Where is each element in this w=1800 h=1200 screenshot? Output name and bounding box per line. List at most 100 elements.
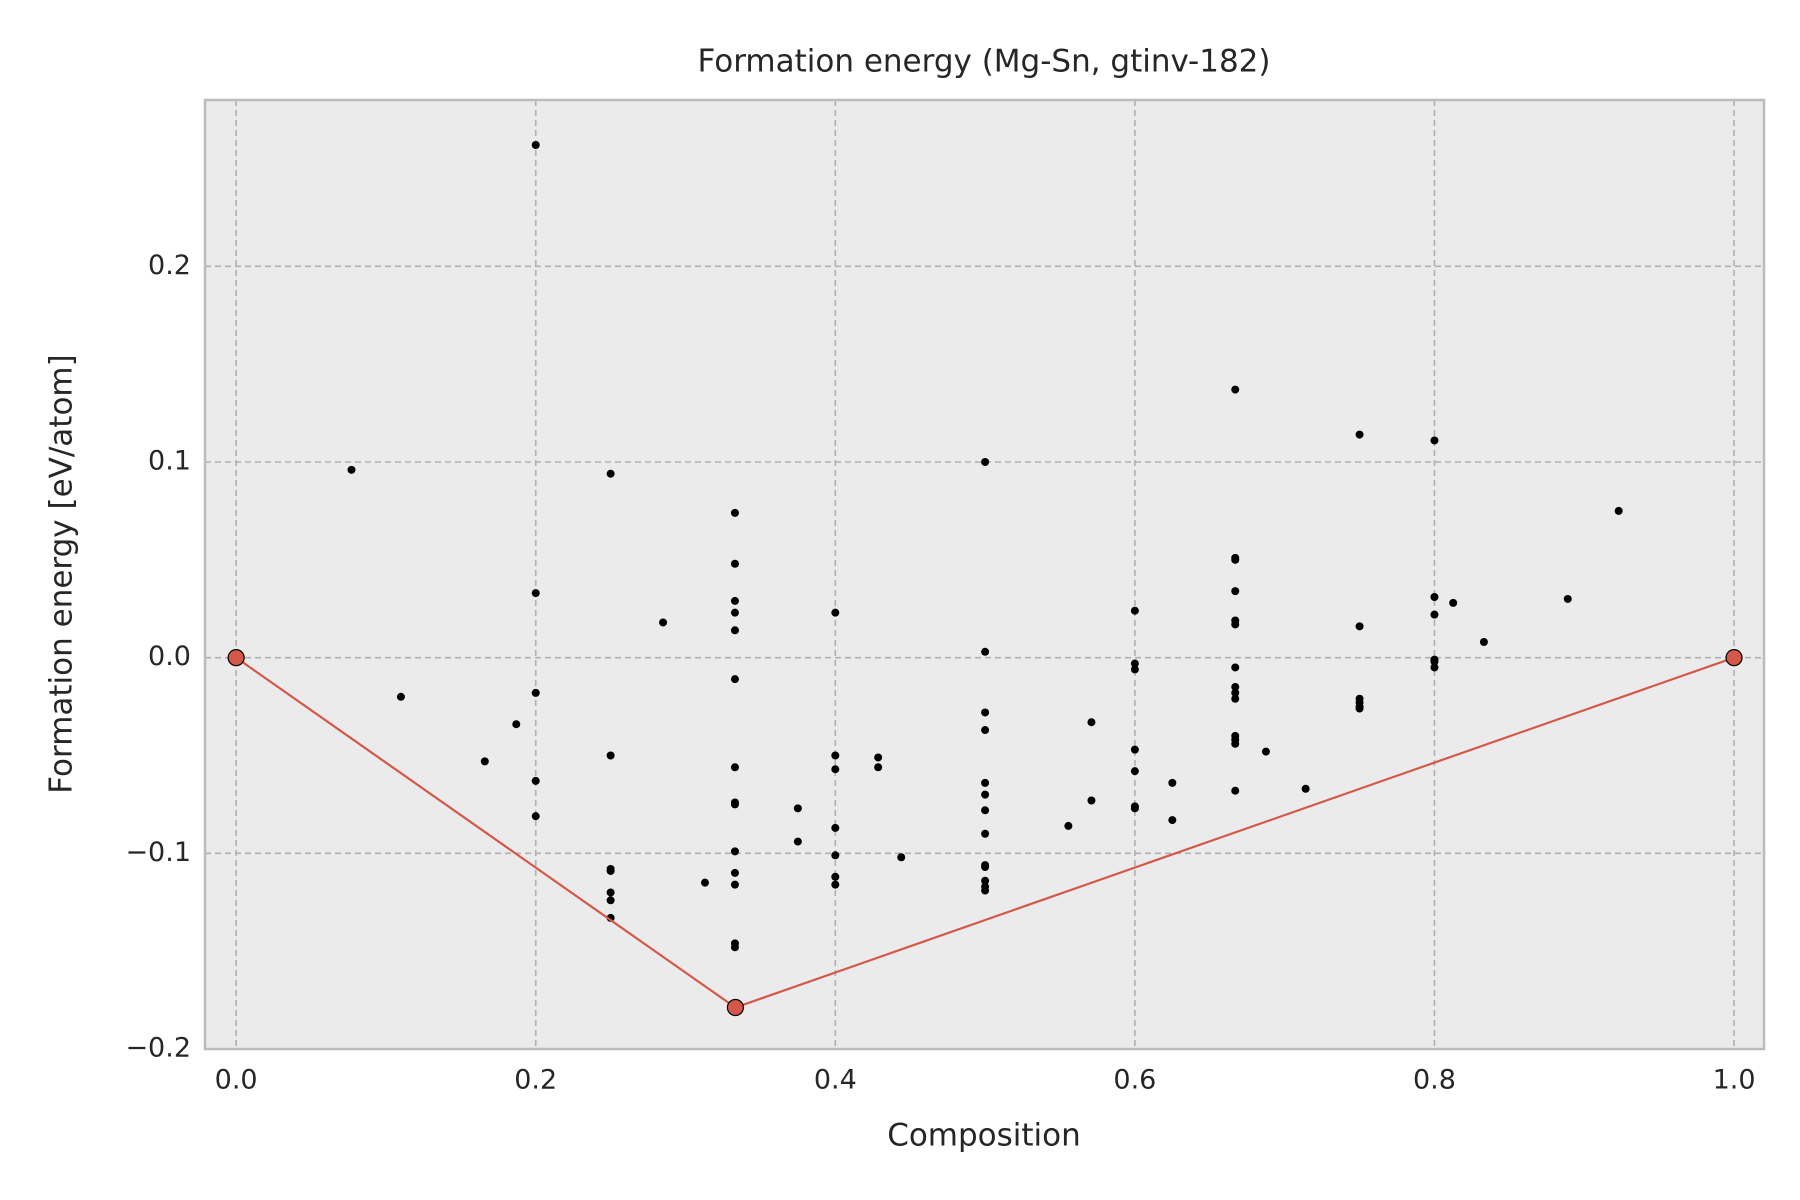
structure-point <box>1479 638 1488 647</box>
structure-point <box>1168 816 1177 825</box>
structure-point <box>512 720 521 729</box>
structure-point <box>1130 606 1139 615</box>
structure-point <box>981 778 990 787</box>
structure-point <box>1231 555 1240 564</box>
structure-point <box>1130 745 1139 754</box>
structure-point <box>606 896 615 905</box>
structure-point <box>531 688 540 697</box>
x-tick-label: 0.8 <box>1413 1065 1456 1096</box>
x-tick-label: 0.6 <box>1113 1065 1156 1096</box>
structure-point <box>831 765 840 774</box>
structure-point <box>730 559 739 568</box>
structure-point <box>606 866 615 875</box>
structure-point <box>981 886 990 895</box>
structure-point <box>730 596 739 605</box>
structure-point <box>874 753 883 762</box>
x-axis-label: Composition <box>887 1118 1081 1154</box>
y-tick-label: 0.2 <box>148 250 191 281</box>
structure-point <box>1130 659 1139 668</box>
structure-point <box>730 847 739 856</box>
structure-point <box>831 851 840 860</box>
structure-point <box>730 608 739 617</box>
structure-point <box>831 880 840 889</box>
structure-point <box>1430 436 1439 445</box>
structure-point <box>831 872 840 881</box>
y-tick-label: −0.1 <box>125 837 191 868</box>
structure-point <box>1130 804 1139 813</box>
structure-point <box>1231 688 1240 697</box>
structure-point <box>1430 663 1439 672</box>
structure-point <box>730 508 739 517</box>
structure-point <box>1064 821 1073 830</box>
structure-point <box>981 790 990 799</box>
x-tick-label: 0.4 <box>814 1065 857 1096</box>
structure-point <box>831 608 840 617</box>
y-tick-label: 0.1 <box>148 445 191 476</box>
structure-point <box>480 757 489 766</box>
structure-point <box>1614 506 1623 515</box>
structure-point <box>1231 663 1240 672</box>
structure-point <box>1231 683 1240 692</box>
y-tick-label: 0.0 <box>148 641 191 672</box>
structure-point <box>730 626 739 635</box>
structure-point <box>1430 593 1439 602</box>
marks <box>227 141 1743 1017</box>
structure-point <box>531 812 540 821</box>
structure-point <box>531 141 540 150</box>
structure-point <box>831 823 840 832</box>
structure-point <box>1301 784 1310 793</box>
structure-point <box>531 589 540 598</box>
y-axis-label: Formation energy [eV/atom] <box>44 354 80 793</box>
structure-point <box>1261 747 1270 756</box>
structure-point <box>1130 767 1139 776</box>
structure-point <box>981 806 990 815</box>
structure-point <box>1430 610 1439 619</box>
structure-point <box>1087 796 1096 805</box>
structure-point <box>981 863 990 872</box>
structure-point <box>874 763 883 772</box>
structure-point <box>730 800 739 809</box>
structure-point <box>793 837 802 846</box>
structure-point <box>606 751 615 760</box>
structure-point <box>1449 598 1458 607</box>
x-tick-label: 0.2 <box>514 1065 557 1096</box>
structure-point <box>1355 622 1364 631</box>
structure-point <box>730 675 739 684</box>
structure-point <box>831 751 840 760</box>
structure-point <box>1563 594 1572 603</box>
structure-point <box>1430 657 1439 666</box>
structure-point <box>1231 786 1240 795</box>
structure-point <box>659 618 668 627</box>
structure-point <box>730 880 739 889</box>
structure-point <box>981 829 990 838</box>
structure-point <box>531 776 540 785</box>
structure-point <box>347 465 356 474</box>
x-tick-label: 1.0 <box>1713 1065 1756 1096</box>
structure-point <box>897 853 906 862</box>
hull-point <box>726 998 745 1017</box>
structure-point <box>606 469 615 478</box>
structure-point <box>1231 587 1240 596</box>
structure-point <box>396 692 405 701</box>
structure-point <box>1130 665 1139 674</box>
structure-point <box>981 876 990 885</box>
structure-point <box>730 868 739 877</box>
structure-point <box>1231 739 1240 748</box>
structure-point <box>700 878 709 887</box>
structure-point <box>981 708 990 717</box>
hull-point <box>1725 649 1743 667</box>
structure-point <box>981 726 990 735</box>
plot-frame <box>203 98 1766 1051</box>
structure-point <box>793 804 802 813</box>
structure-point <box>1087 718 1096 727</box>
hull-point <box>227 649 245 667</box>
x-tick-label: 0.0 <box>215 1065 258 1096</box>
structure-point <box>1231 385 1240 394</box>
structure-point <box>1231 620 1240 629</box>
structure-point <box>1355 430 1364 439</box>
structure-point <box>1231 694 1240 703</box>
plot-area <box>205 100 1764 1049</box>
structure-point <box>981 647 990 656</box>
grid <box>205 100 1764 1050</box>
